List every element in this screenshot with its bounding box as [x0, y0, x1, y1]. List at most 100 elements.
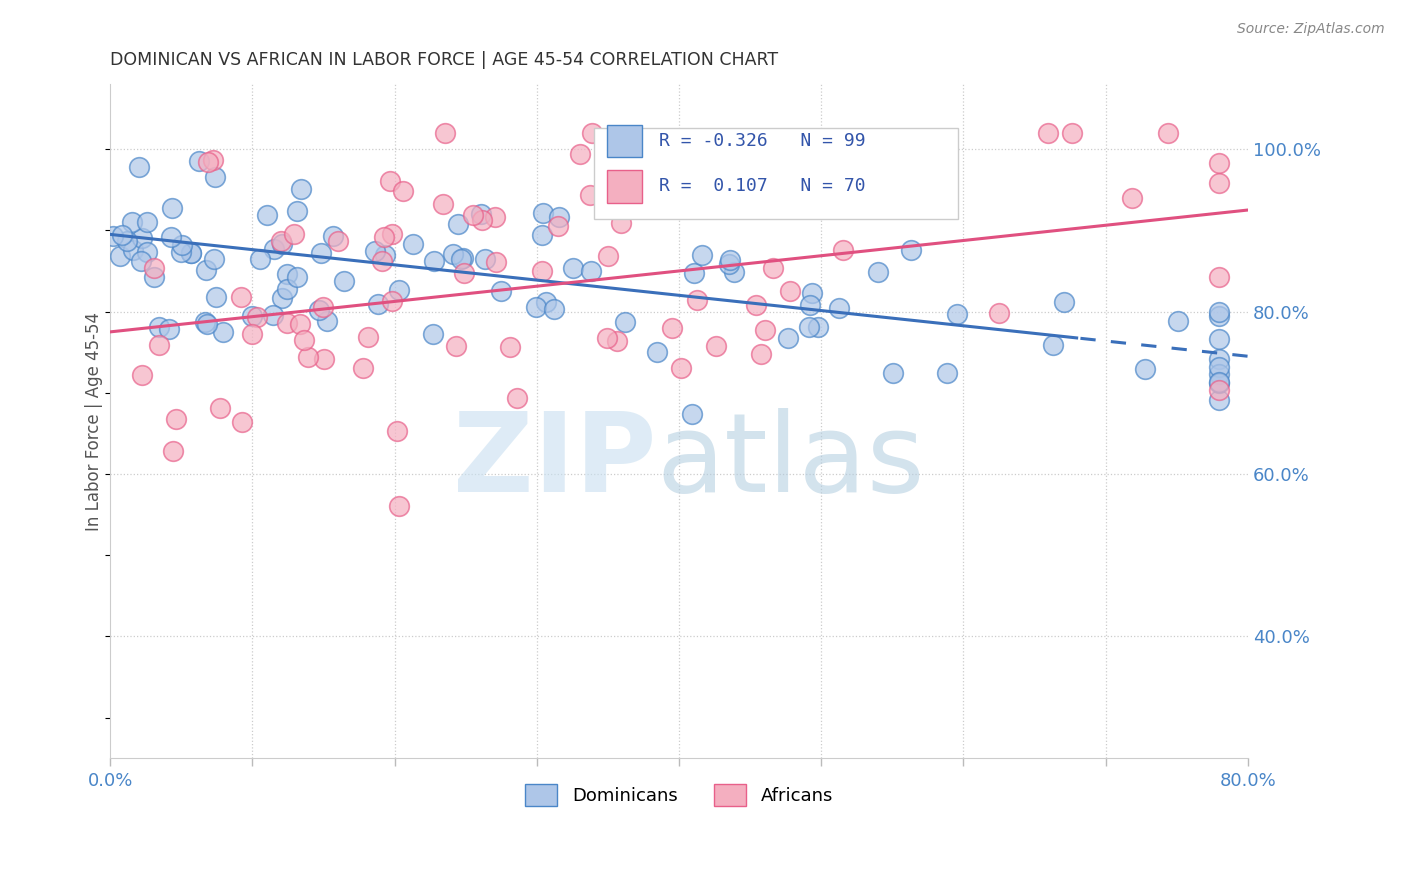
- Point: [131, 231, 153, 245]
- Point: [308, 303, 330, 318]
- Point: [201, 153, 224, 167]
- Point: [115, 235, 138, 249]
- Point: [900, 244, 922, 258]
- Point: [373, 230, 395, 244]
- Point: [797, 319, 820, 334]
- Point: [212, 325, 235, 339]
- Point: [312, 351, 335, 366]
- Y-axis label: In Labor Force | Age 45-54: In Labor Force | Age 45-54: [86, 311, 103, 531]
- Point: [205, 290, 228, 304]
- Point: [204, 169, 226, 184]
- Point: [547, 210, 569, 224]
- Point: [828, 301, 851, 315]
- Point: [187, 154, 209, 169]
- FancyBboxPatch shape: [607, 125, 641, 157]
- Point: [101, 229, 124, 244]
- Point: [531, 205, 554, 219]
- Point: [1208, 384, 1230, 398]
- Point: [1052, 295, 1074, 310]
- Point: [388, 283, 411, 297]
- Point: [1208, 367, 1230, 381]
- Point: [461, 208, 484, 222]
- Point: [328, 234, 350, 248]
- Point: [485, 255, 508, 269]
- Point: [263, 242, 285, 256]
- Point: [1208, 304, 1230, 318]
- Point: [170, 245, 193, 260]
- Point: [128, 160, 150, 174]
- Point: [610, 216, 633, 230]
- Point: [276, 267, 298, 281]
- Point: [381, 227, 404, 241]
- Point: [256, 208, 278, 222]
- Point: [131, 253, 153, 268]
- Point: [831, 243, 853, 257]
- Point: [1167, 314, 1189, 328]
- Point: [882, 366, 904, 380]
- Point: [162, 444, 184, 458]
- Point: [868, 265, 890, 279]
- Point: [367, 296, 389, 310]
- Point: [596, 330, 619, 344]
- Point: [172, 238, 194, 252]
- Point: [683, 266, 706, 280]
- Point: [108, 249, 131, 263]
- Point: [352, 361, 374, 376]
- Point: [195, 262, 218, 277]
- Point: [143, 261, 166, 276]
- Point: [180, 246, 202, 260]
- Point: [946, 307, 969, 321]
- Point: [484, 211, 506, 225]
- Point: [1157, 126, 1180, 140]
- Point: [229, 290, 252, 304]
- Point: [357, 329, 380, 343]
- Point: [441, 247, 464, 261]
- Point: [614, 315, 637, 329]
- Point: [581, 126, 603, 140]
- Point: [180, 246, 202, 260]
- Point: [270, 234, 292, 248]
- Point: [283, 227, 305, 241]
- Point: [385, 424, 408, 438]
- Point: [285, 269, 308, 284]
- Point: [471, 213, 494, 227]
- Point: [681, 407, 703, 421]
- Point: [645, 345, 668, 359]
- Point: [799, 298, 821, 312]
- Point: [315, 314, 337, 328]
- Point: [432, 196, 454, 211]
- Point: [121, 215, 143, 229]
- Point: [779, 284, 801, 298]
- Point: [762, 260, 785, 275]
- Text: R = -0.326   N = 99: R = -0.326 N = 99: [658, 132, 865, 150]
- Point: [292, 333, 315, 347]
- Point: [1038, 126, 1060, 140]
- Point: [447, 218, 470, 232]
- Point: [661, 321, 683, 335]
- Text: DOMINICAN VS AFRICAN IN LABOR FORCE | AGE 45-54 CORRELATION CHART: DOMINICAN VS AFRICAN IN LABOR FORCE | AG…: [110, 51, 779, 69]
- Point: [1208, 393, 1230, 408]
- Point: [271, 291, 294, 305]
- Point: [444, 339, 467, 353]
- Point: [568, 147, 591, 161]
- Point: [374, 248, 396, 262]
- Point: [704, 339, 727, 353]
- Point: [208, 401, 231, 415]
- Point: [423, 254, 446, 268]
- Point: [143, 269, 166, 284]
- Point: [1208, 310, 1230, 324]
- Point: [692, 247, 714, 261]
- Point: [271, 236, 294, 251]
- Point: [598, 249, 620, 263]
- Point: [276, 316, 298, 330]
- Point: [332, 274, 354, 288]
- Point: [165, 412, 187, 426]
- Point: [451, 251, 474, 265]
- Point: [148, 320, 170, 334]
- Point: [246, 310, 269, 324]
- Point: [1208, 359, 1230, 374]
- Point: [1208, 376, 1230, 391]
- Point: [290, 317, 312, 331]
- Point: [312, 300, 335, 314]
- Point: [723, 265, 745, 279]
